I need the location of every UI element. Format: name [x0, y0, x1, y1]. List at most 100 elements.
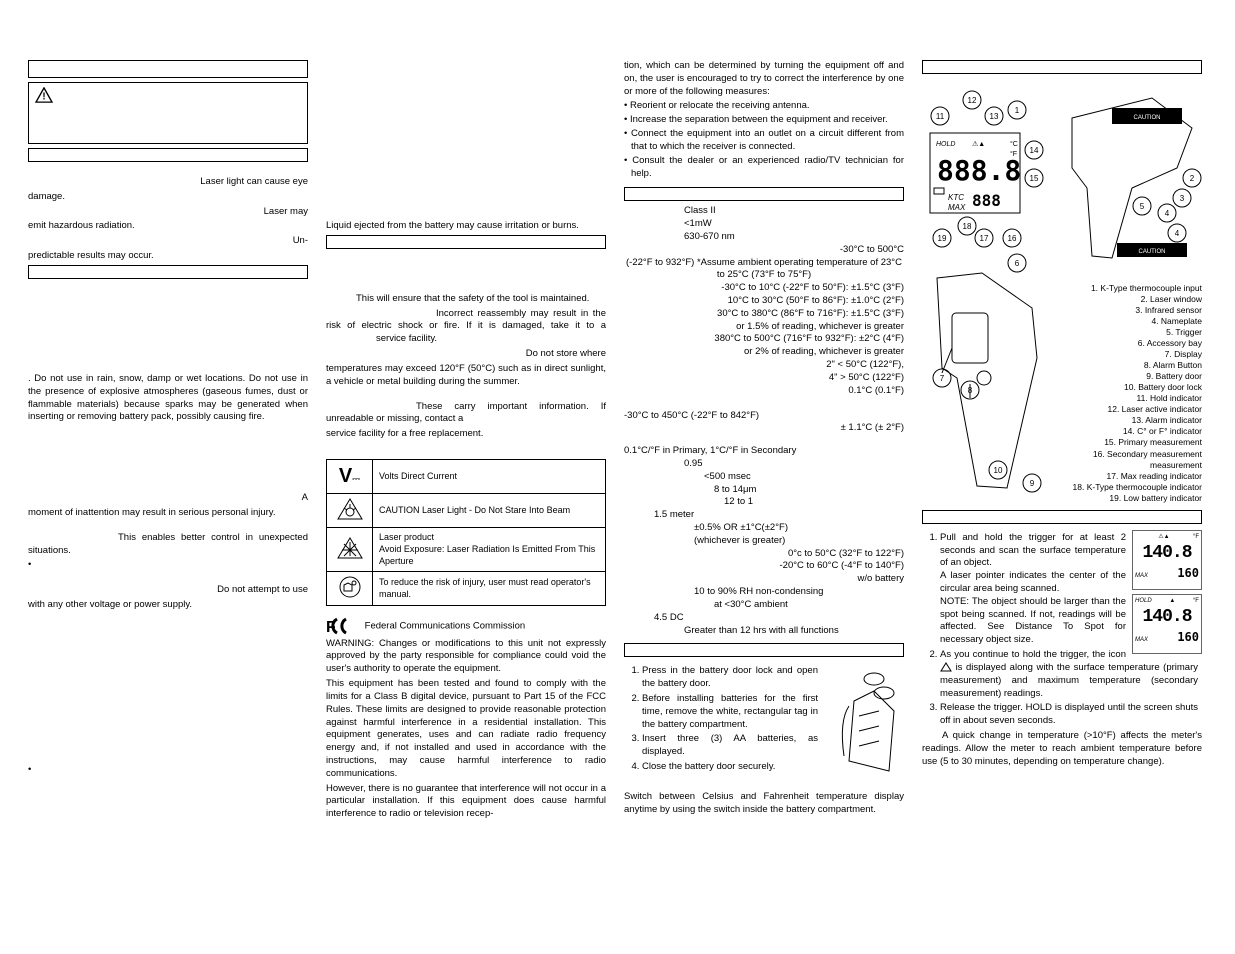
svg-text:4: 4	[1165, 209, 1170, 218]
svg-text:18: 18	[963, 222, 972, 231]
volt: 4.5 DC	[624, 612, 904, 625]
laser-caution-icon	[327, 493, 373, 527]
battery-figure	[824, 661, 904, 781]
sym-row-vdc: V⎓ Volts Direct Current	[327, 459, 606, 493]
svg-text:16: 16	[1008, 234, 1017, 243]
labels2: service facility for a free replacement.	[326, 428, 606, 441]
co-4: 5. Trigger	[1062, 327, 1202, 338]
svg-text:1: 1	[1015, 106, 1020, 115]
op-3: Release the trigger. HOLD is displayed u…	[940, 702, 1198, 728]
co-17: 18. K-Type thermocouple indicator	[1062, 482, 1202, 493]
laser-may: Laser may	[28, 206, 308, 219]
unpredict: Un-	[28, 235, 308, 248]
svg-text:KTC: KTC	[948, 193, 964, 202]
svg-text:!: !	[42, 91, 45, 102]
svg-text:5: 5	[1140, 202, 1145, 211]
fcc-p2: However, there is no guarantee that inte…	[326, 783, 606, 821]
op2: -20°C to 60°C (-4°F to 140°F)	[624, 560, 904, 573]
svg-text:7: 7	[940, 374, 945, 383]
co-14: 15. Primary measurement	[1062, 437, 1202, 448]
svg-text:4: 4	[1175, 229, 1180, 238]
co-9: 10. Battery door lock	[1062, 382, 1202, 393]
co-15: 16. Secondary measurement	[1062, 449, 1202, 460]
sym-label-2: Laser product Avoid Exposure: Laser Radi…	[373, 528, 606, 571]
svg-text:3: 3	[1180, 194, 1185, 203]
laser-haz: emit hazardous radiation.	[28, 220, 308, 233]
ktype1: -30°C to 450°C (-22°F to 842°F)	[624, 410, 904, 423]
func-desc-header-box	[922, 60, 1202, 74]
store2: temperatures may exceed 120°F (50°C) suc…	[326, 363, 606, 389]
diagram-right: 2 3 4 5 4 CAUTION CAUTION 1. K-Type ther…	[1062, 78, 1202, 504]
product-diagram: 11 12 13 1 14 15 19 18 17 16 6 7 8 10 9	[922, 78, 1062, 498]
assembly-header-box	[624, 643, 904, 657]
svg-text:12: 12	[968, 96, 977, 105]
callout-list: 1. K-Type thermocouple input 2. Laser wi…	[1062, 283, 1202, 504]
hum2: at <30°C ambient	[624, 599, 904, 612]
box-small-2	[28, 265, 308, 279]
wet-text: . Do not use in rain, snow, damp or wet …	[28, 373, 308, 424]
co-12: 13. Alarm indicator	[1062, 415, 1202, 426]
interference-list: Reorient or relocate the receiving anten…	[624, 100, 904, 181]
s11: 2" < 50°C (122°F),	[624, 359, 904, 372]
s13: 0.1°C (0.1°F)	[624, 385, 904, 398]
column-1: ! Laser light can cause eye damage. Lase…	[28, 60, 308, 823]
sym-row-laser-caution: CAUTION Laser Light - Do Not Stare Into …	[327, 493, 606, 527]
battery-section: Press in the battery door lock and open …	[624, 661, 904, 781]
op1: 0°c to 50°C (32°F to 122°F)	[624, 548, 904, 561]
bullet-dot2: •	[28, 764, 308, 777]
read-manual-icon	[327, 571, 373, 605]
fcc-warn: WARNING: Changes or modifications to thi…	[326, 638, 606, 676]
svg-text:10: 10	[994, 466, 1003, 475]
cont: tion, which can be determined by turning…	[624, 60, 904, 98]
reassem: Incorrect reassembly may result in the r…	[326, 308, 606, 346]
box-c2-1	[326, 235, 606, 249]
rep: ±0.5% OR ±1°C(±2°F)	[624, 522, 904, 535]
laser-eye-frag: Laser light can cause eye	[200, 176, 308, 189]
svg-text:9: 9	[1030, 479, 1035, 488]
svg-text:15: 15	[1030, 174, 1039, 183]
int-b1: Reorient or relocate the receiving anten…	[624, 100, 904, 113]
hum: 10 to 90% RH non-condensing	[624, 586, 904, 599]
inatt-text: A	[28, 492, 308, 505]
svg-text:19: 19	[938, 234, 947, 243]
co-16: 17. Max reading indicator	[1062, 471, 1202, 482]
labels: These carry important information. If un…	[326, 401, 606, 427]
sym-label-0: Volts Direct Current	[373, 459, 606, 493]
s7: 30°C to 380°C (86°F to 716°F): ±1.5°C (3…	[624, 308, 904, 321]
svg-text:14: 14	[1030, 146, 1039, 155]
svg-text:11: 11	[936, 112, 945, 121]
svg-text:CAUTION: CAUTION	[1139, 249, 1166, 255]
life: Greater than 12 hrs with all functions	[624, 625, 904, 638]
spectral: 8 to 14μm	[624, 484, 904, 497]
column-3: tion, which can be determined by turning…	[624, 60, 904, 823]
power-text2: with any other voltage or power supply.	[28, 599, 308, 612]
op-tail: A quick change in temperature (>10°F) af…	[922, 730, 1202, 768]
rep2: (whichever is greater)	[624, 535, 904, 548]
s4: (-22°F to 932°F) *Assume ambient operati…	[624, 257, 904, 283]
co-6: 7. Display	[1062, 349, 1202, 360]
svg-text:13: 13	[990, 112, 999, 121]
s8: or 1.5% of reading, whichever is greater	[624, 321, 904, 334]
sym-row-manual: To reduce the risk of injury, user must …	[327, 571, 606, 605]
sym-label-3: To reduce the risk of injury, user must …	[373, 571, 606, 605]
res: 0.1°C/°F in Primary, 1°C/°F in Secondary	[624, 445, 904, 458]
co-2: 3. Infrared sensor	[1062, 305, 1202, 316]
svg-text:⚠▲: ⚠▲	[972, 140, 985, 148]
fcc-row: F Federal Communications Commission	[326, 616, 606, 636]
fcc-p1: This equipment has been tested and found…	[326, 678, 606, 781]
svg-text:888: 888	[972, 191, 1001, 210]
int-b3: Connect the equipment into an outlet on …	[624, 128, 904, 154]
s12: 4" > 50°C (122°F)	[624, 372, 904, 385]
emiss: 0.95	[624, 458, 904, 471]
sym-label-1: CAUTION Laser Light - Do Not Stare Into …	[373, 493, 606, 527]
batt-liq: Liquid ejected from the battery may caus…	[326, 220, 606, 233]
s9: 380°C to 500°C (716°F to 932°F): ±2°C (4…	[624, 333, 904, 346]
warning-box: !	[28, 82, 308, 144]
co-8: 9. Battery door	[1062, 371, 1202, 382]
co-11: 12. Laser active indicator	[1062, 404, 1202, 415]
unpredict2: predictable results may occur.	[28, 250, 308, 263]
int-b4: Consult the dealer or an experienced rad…	[624, 155, 904, 181]
header-box-1	[28, 60, 308, 78]
column-4: 11 12 13 1 14 15 19 18 17 16 6 7 8 10 9	[922, 60, 1202, 823]
operation-header-box	[922, 510, 1202, 524]
